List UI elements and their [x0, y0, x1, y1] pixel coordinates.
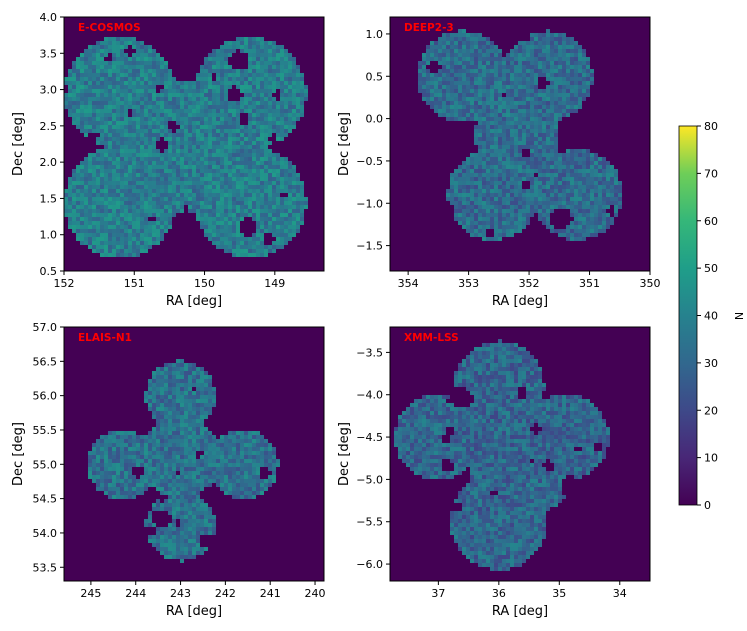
y-tick-label: 1.0 — [40, 229, 58, 242]
field-label: XMM-LSS — [404, 332, 459, 344]
coverage-map — [64, 37, 308, 257]
colorbar-tick-label: 10 — [704, 452, 718, 465]
y-tick-label: 56.0 — [33, 390, 58, 403]
colorbar-tick-label: 60 — [704, 215, 718, 228]
panel-elais-n1: 245 244 243 242 241 240 53.5 54.0 54.5 55.0 55.5 56… — [11, 321, 326, 619]
y-tick-label: 2.0 — [40, 156, 58, 169]
y-tick-label: −4.5 — [356, 431, 383, 444]
colorbar-tick-label: 20 — [704, 404, 718, 417]
y-axis-label: Dec [deg] — [337, 112, 352, 176]
y-tick-label: 54.5 — [33, 493, 58, 506]
y-tick-label: 4.0 — [40, 11, 58, 24]
y-tick-label: 55.0 — [33, 458, 58, 471]
x-axis-label: RA [deg] — [166, 294, 222, 309]
y-tick-label: 55.5 — [33, 424, 58, 437]
y-tick-label: 1.5 — [40, 192, 58, 205]
plot-frame — [389, 16, 651, 272]
panel-xmm-lss: 37 36 35 34 −6.0 −5.5 −5.0 −4.5 −4.0 −3.5 XMM-LSS… — [337, 326, 651, 619]
x-tick-label: 353 — [458, 277, 479, 290]
x-tick-label: 152 — [54, 277, 75, 290]
y-tick-label: 57.0 — [33, 321, 58, 334]
x-tick-label: 35 — [552, 587, 566, 600]
coverage-map — [418, 29, 622, 241]
y-tick-label: −0.5 — [356, 155, 383, 168]
plot-frame — [389, 326, 651, 582]
colorbar-tick-label: 80 — [704, 120, 718, 133]
y-tick-label: 1.0 — [366, 28, 384, 41]
x-tick-label: 350 — [640, 277, 661, 290]
y-tick-label: 3.0 — [40, 84, 58, 97]
x-axis-label: RA [deg] — [492, 604, 548, 619]
colorbar: 0 10 20 30 40 50 60 70 80 N — [678, 120, 745, 512]
plot-frame — [63, 16, 325, 272]
y-axis-label: Dec [deg] — [11, 422, 26, 486]
y-tick-label: 2.5 — [40, 120, 58, 133]
x-tick-label: 37 — [431, 587, 445, 600]
field-label: E-COSMOS — [78, 22, 141, 34]
colorbar-gradient — [678, 125, 698, 506]
x-tick-label: 245 — [80, 587, 101, 600]
x-axis-label: RA [deg] — [492, 294, 548, 309]
x-tick-label: 150 — [194, 277, 215, 290]
colorbar-label: N — [732, 312, 745, 320]
x-tick-label: 240 — [305, 587, 326, 600]
y-tick-label: −1.5 — [356, 240, 383, 253]
y-axis-label: Dec [deg] — [11, 112, 26, 176]
x-tick-label: 354 — [398, 277, 419, 290]
y-tick-label: 0.5 — [366, 70, 384, 83]
x-tick-label: 242 — [215, 587, 236, 600]
y-tick-label: 3.5 — [40, 47, 58, 60]
y-tick-label: −6.0 — [356, 558, 383, 571]
x-tick-label: 36 — [492, 587, 506, 600]
y-tick-label: 0.5 — [40, 265, 58, 278]
y-axis-label: Dec [deg] — [337, 422, 352, 486]
colorbar-tick-label: 30 — [704, 357, 718, 370]
coverage-map — [394, 339, 610, 571]
colorbar-tick-label: 40 — [704, 310, 718, 323]
x-tick-label: 149 — [264, 277, 285, 290]
coverage-map — [88, 359, 280, 563]
x-axis-label: RA [deg] — [166, 604, 222, 619]
panel-e-cosmos: 152 151 150 149 0.5 1.0 1.5 2.0 2.5 3.0 3.5 4.0 E-C… — [11, 11, 325, 309]
panel-deep2-3: 354 353 352 351 350 −1.5 −1.0 −0.5 0.0 0.5 1.0 DEE… — [337, 16, 661, 309]
colorbar-tick-label: 0 — [704, 499, 711, 512]
y-tick-label: −3.5 — [356, 346, 383, 359]
plot-frame — [63, 326, 325, 582]
x-tick-label: 34 — [613, 587, 627, 600]
x-tick-label: 352 — [519, 277, 540, 290]
x-tick-label: 151 — [124, 277, 145, 290]
x-tick-label: 241 — [260, 587, 281, 600]
y-tick-label: 54.0 — [33, 527, 58, 540]
field-label: DEEP2-3 — [404, 22, 454, 34]
y-tick-label: −5.5 — [356, 516, 383, 529]
y-tick-label: −1.0 — [356, 197, 383, 210]
field-label: ELAIS-N1 — [78, 332, 132, 344]
colorbar-tick-label: 70 — [704, 167, 718, 180]
x-tick-label: 244 — [125, 587, 146, 600]
colorbar-tick-label: 50 — [704, 262, 718, 275]
x-tick-label: 243 — [170, 587, 191, 600]
y-tick-label: 53.5 — [33, 561, 58, 574]
y-tick-label: 0.0 — [366, 113, 384, 126]
y-tick-label: −4.0 — [356, 389, 383, 402]
y-tick-label: 56.5 — [33, 355, 58, 368]
y-tick-label: −5.0 — [356, 473, 383, 486]
x-tick-label: 351 — [579, 277, 600, 290]
